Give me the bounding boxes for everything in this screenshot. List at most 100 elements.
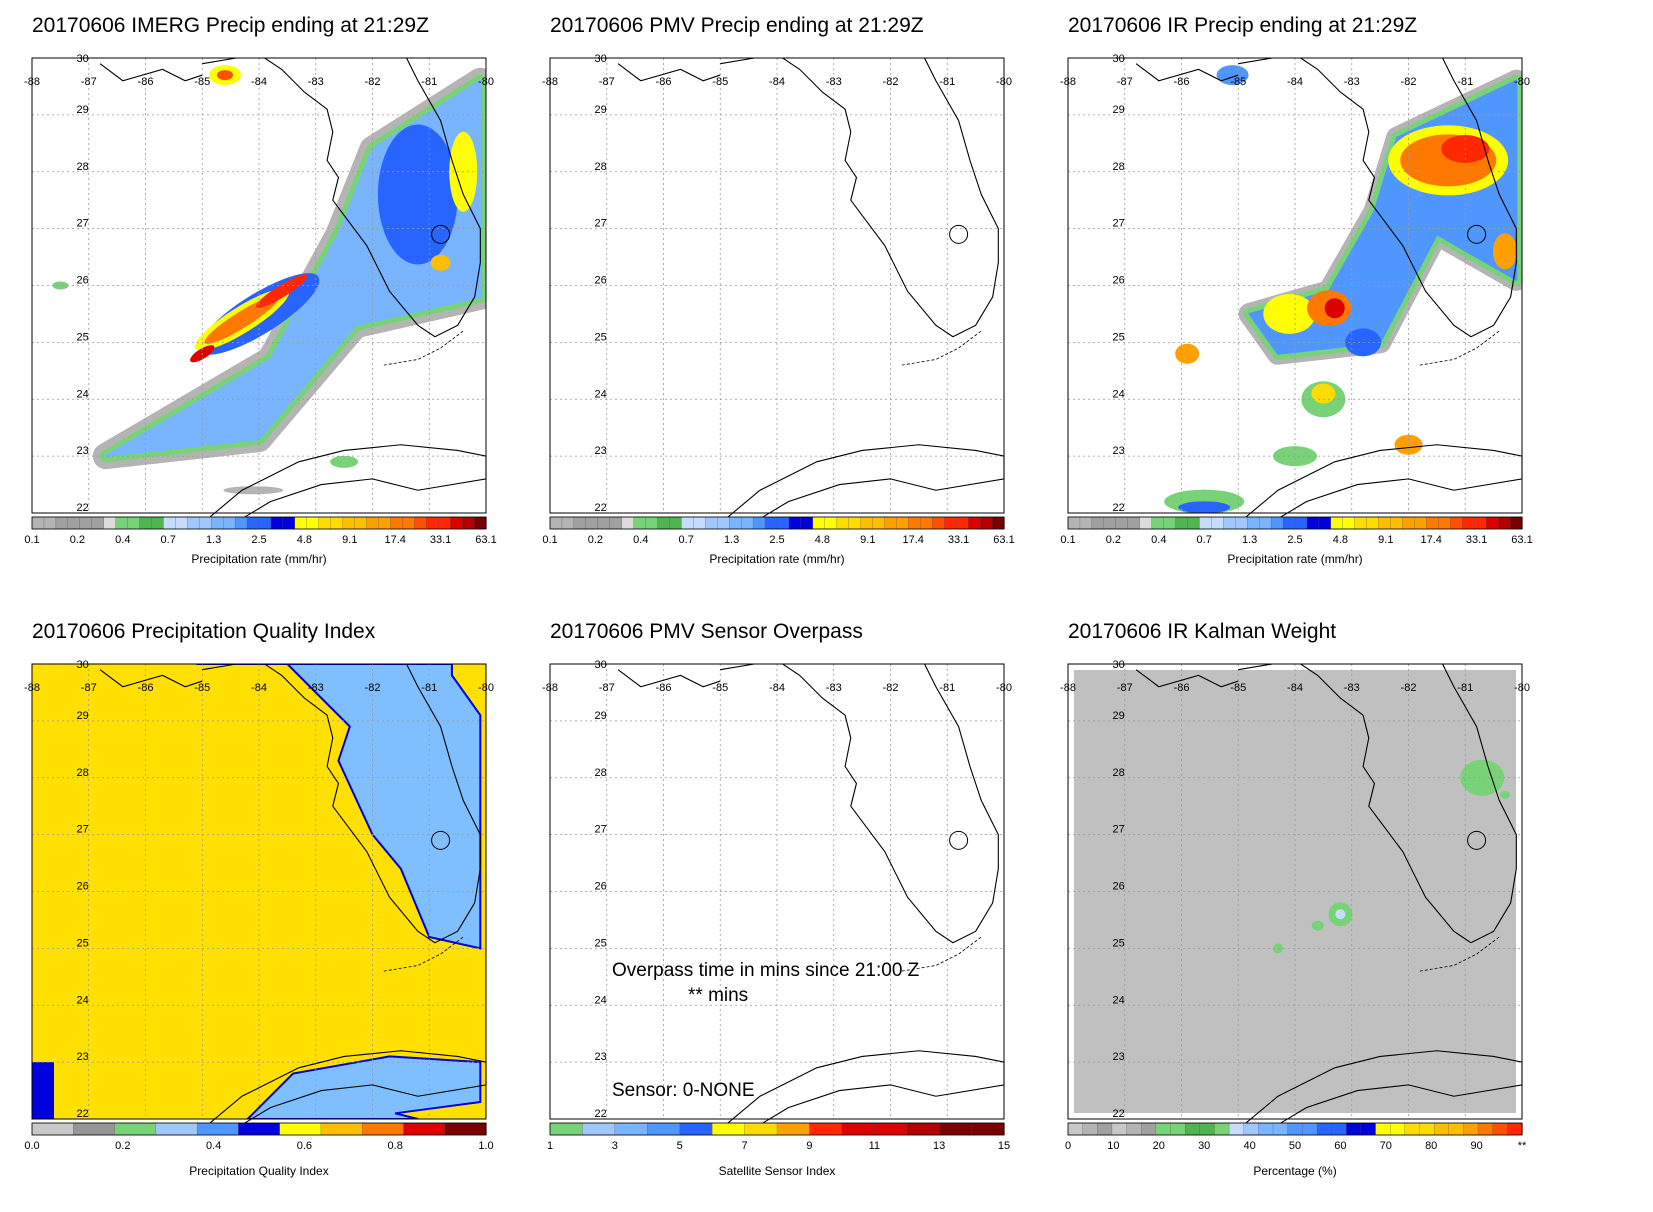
lon-label: -84 bbox=[1287, 682, 1303, 694]
lon-label: -80 bbox=[1514, 682, 1530, 694]
map-sensor: -88 -87 -86 -85 -84 -83 -82 -81 -80 30 29 28 27 26 25 2… bbox=[542, 659, 1012, 1152]
colorbar-swatch bbox=[1270, 516, 1284, 530]
colorbar-swatch bbox=[979, 516, 993, 530]
panel-pmv: 20170606 PMV Precip ending at 21:29Z -88… bbox=[518, 0, 1069, 606]
colorbar-swatch bbox=[932, 516, 945, 530]
colorbar-tick: 0.7 bbox=[1197, 534, 1212, 546]
lat-label: 22 bbox=[595, 502, 607, 514]
colorbar-tick: 11 bbox=[869, 1140, 880, 1152]
colorbar-tick: 1 bbox=[547, 1140, 553, 1152]
colorbar-swatch bbox=[282, 516, 296, 530]
colorbar-swatch bbox=[1330, 516, 1344, 530]
colorbar-tick: 17.4 bbox=[384, 534, 405, 546]
lat-label: 22 bbox=[77, 1108, 89, 1120]
lon-label: -88 bbox=[1060, 76, 1076, 88]
lon-label: -86 bbox=[138, 76, 154, 88]
lon-label: -86 bbox=[656, 682, 672, 694]
colorbar-swatch bbox=[669, 516, 683, 530]
colorbar-tick: 7 bbox=[742, 1140, 748, 1152]
colorbar-swatch bbox=[621, 516, 635, 530]
lon-label: -81 bbox=[939, 682, 955, 694]
lon-label: -83 bbox=[1344, 682, 1360, 694]
colorbar-swatch bbox=[175, 516, 188, 530]
lat-label: 29 bbox=[1113, 104, 1125, 116]
colorbar-swatch bbox=[836, 516, 850, 530]
colorbar-swatch bbox=[155, 1122, 198, 1136]
colorbar-swatch bbox=[1360, 1122, 1377, 1136]
lat-label: 27 bbox=[595, 218, 607, 230]
colorbar-title: Precipitation Quality Index bbox=[189, 1164, 329, 1178]
colorbar-swatch bbox=[764, 516, 778, 530]
lat-label: 25 bbox=[1113, 937, 1125, 949]
colorbar-swatch bbox=[1462, 516, 1475, 530]
colorbar-tick: 63.1 bbox=[993, 534, 1014, 546]
lat-label: 27 bbox=[77, 824, 89, 836]
colorbar-swatch bbox=[848, 516, 862, 530]
colorbar-swatch bbox=[744, 1122, 778, 1136]
colorbar-swatch bbox=[163, 516, 177, 530]
lat-label: 26 bbox=[1113, 881, 1125, 893]
map-pqi: -88 -87 -86 -85 -84 -83 -82 -81 -80 30 29 28 27 26 25 2… bbox=[24, 659, 494, 1152]
colorbar-tick: 0 bbox=[1065, 1140, 1071, 1152]
colorbar-swatch bbox=[1141, 1122, 1157, 1136]
colorbar-swatch bbox=[1247, 516, 1260, 530]
lat-label: 22 bbox=[77, 502, 89, 514]
colorbar-tick: 20 bbox=[1153, 1140, 1165, 1152]
colorbar-swatch bbox=[187, 516, 200, 530]
colorbar-swatch bbox=[1228, 1122, 1245, 1136]
lon-label: -84 bbox=[251, 76, 267, 88]
colorbar-swatch bbox=[342, 516, 356, 530]
colorbar-swatch bbox=[238, 1122, 281, 1136]
colorbar-swatch bbox=[234, 516, 248, 530]
colorbar-swatch bbox=[354, 516, 368, 530]
map-imerg: -88 -87 -86 -85 -84 -83 -82 -81 -80 30 29 28 27 26 25 2… bbox=[24, 53, 497, 546]
colorbar-swatch bbox=[1294, 516, 1308, 530]
lon-label: -83 bbox=[308, 682, 324, 694]
lat-label: 25 bbox=[595, 937, 607, 949]
colorbar-swatch bbox=[55, 516, 69, 530]
panel-title: 20170606 PMV Precip ending at 21:29Z bbox=[550, 14, 924, 37]
colorbar-swatch bbox=[609, 516, 623, 530]
lon-label: -80 bbox=[1514, 76, 1530, 88]
colorbar-swatch bbox=[1302, 1122, 1318, 1136]
colorbar-tick: 15 bbox=[998, 1140, 1010, 1152]
colorbar-tick: 17.4 bbox=[902, 534, 923, 546]
colorbar-swatch bbox=[1235, 516, 1248, 530]
lon-label: -81 bbox=[421, 76, 437, 88]
colorbar-swatch bbox=[1126, 1122, 1142, 1136]
colorbar-swatch bbox=[1175, 516, 1189, 530]
lon-label: -87 bbox=[599, 76, 615, 88]
colorbar-swatch bbox=[1507, 1122, 1523, 1136]
colorbar-swatch bbox=[614, 1122, 648, 1136]
lon-label: -86 bbox=[1174, 682, 1190, 694]
colorbar-swatch bbox=[211, 516, 224, 530]
colorbar-title: Precipitation rate (mm/hr) bbox=[709, 552, 845, 566]
colorbar-tick: 4.8 bbox=[815, 534, 830, 546]
colorbar-swatch bbox=[956, 516, 969, 530]
lat-label: 30 bbox=[1113, 53, 1125, 65]
colorbar-swatch bbox=[1414, 516, 1428, 530]
colorbar-tick: 80 bbox=[1425, 1140, 1437, 1152]
lon-label: -83 bbox=[826, 76, 842, 88]
colorbar-swatch bbox=[1115, 516, 1129, 530]
panel-title: 20170606 Precipitation Quality Index bbox=[32, 620, 376, 643]
lon-label: -80 bbox=[478, 682, 494, 694]
colorbar-swatch bbox=[1091, 516, 1105, 530]
colorbar-swatch bbox=[679, 1122, 713, 1136]
colorbar-swatch bbox=[1272, 1122, 1289, 1136]
lon-label: -82 bbox=[883, 76, 899, 88]
colorbar-swatch bbox=[1214, 1122, 1230, 1136]
colorbar-swatch bbox=[270, 516, 284, 530]
colorbar-swatch bbox=[1509, 516, 1523, 530]
colorbar-swatch bbox=[1404, 1122, 1421, 1136]
colorbar-tick: 17.4 bbox=[1420, 534, 1441, 546]
colorbar-swatch bbox=[938, 1122, 973, 1136]
colorbar-swatch bbox=[1419, 1122, 1435, 1136]
colorbar-swatch bbox=[258, 516, 272, 530]
colorbar-tick: 63.1 bbox=[475, 534, 496, 546]
colorbar-swatch bbox=[872, 516, 886, 530]
colorbar-tick: 0.4 bbox=[115, 534, 130, 546]
overpass-text: Overpass time in mins since 21:00 Z bbox=[612, 960, 920, 981]
colorbar-swatch bbox=[246, 516, 260, 530]
colorbar-swatch bbox=[279, 1122, 322, 1136]
